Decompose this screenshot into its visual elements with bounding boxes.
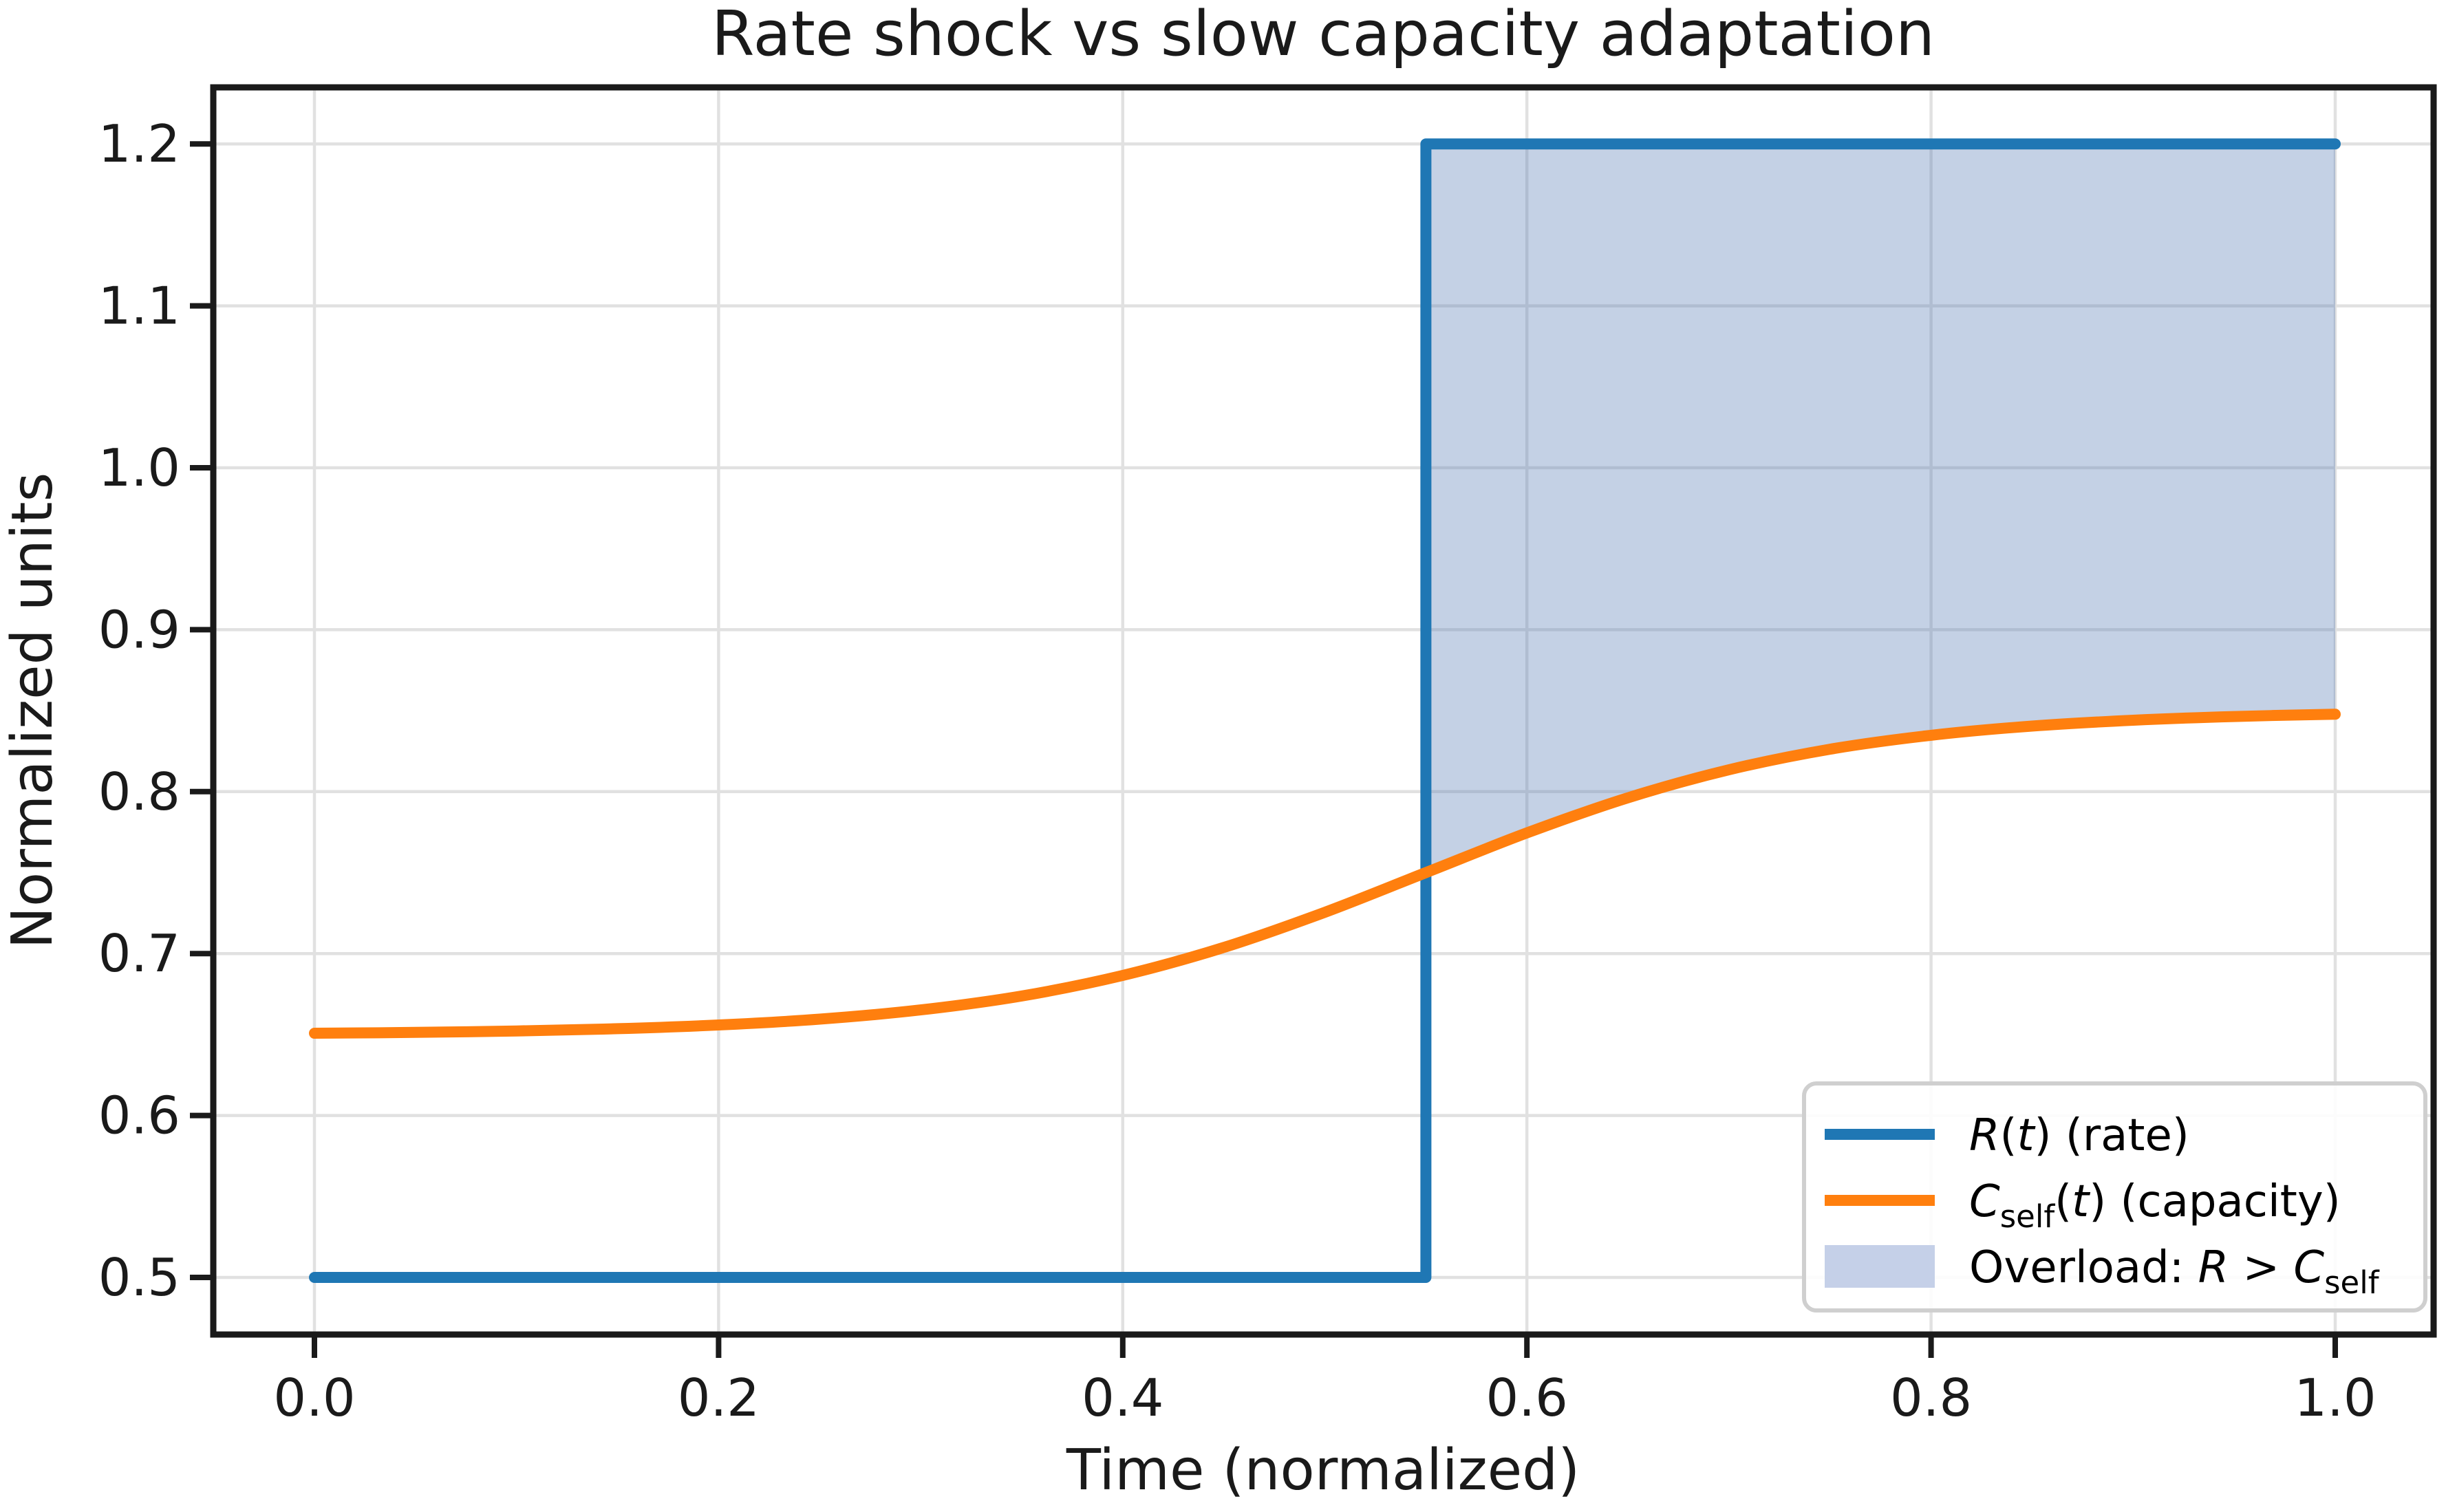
legend-label-overload-part: > — [2229, 1242, 2293, 1293]
legend-label-rate-part: t — [2017, 1110, 2036, 1161]
legend-label-capacity-part: t — [2072, 1176, 2091, 1227]
x-tick-label: 0.2 — [678, 1368, 760, 1428]
y-tick-label: 0.8 — [98, 762, 180, 822]
y-axis-tick-labels: 0.5 0.6 0.7 0.8 0.9 1.0 1.1 1.2 — [98, 114, 180, 1308]
y-axis-ticks — [190, 141, 213, 1280]
legend-label-overload: Overload: R > Cself — [1969, 1242, 2380, 1301]
legend-label-overload-part: R — [2198, 1242, 2229, 1293]
axes-frame — [210, 84, 2437, 1338]
legend-label-rate-part: ( — [1999, 1110, 2017, 1161]
x-axis-label: Time (normalized) — [1066, 1438, 1580, 1503]
x-tick-label: 0.4 — [1082, 1368, 1163, 1428]
legend-label-capacity-part: C — [1969, 1176, 2000, 1227]
legend-label-overload-part: Overload: — [1969, 1242, 2198, 1293]
legend-label-rate-part: R — [1969, 1110, 1999, 1161]
y-tick-label: 1.2 — [98, 114, 180, 174]
x-axis-ticks — [312, 1335, 2338, 1358]
y-tick-label: 0.7 — [98, 923, 180, 984]
x-axis-tick-labels: 0.0 0.2 0.4 0.6 0.8 1.0 — [273, 1368, 2376, 1428]
overload-region — [1426, 144, 2335, 873]
y-tick-label: 0.5 — [98, 1247, 180, 1308]
legend-label-rate-part: ) (rate) — [2035, 1110, 2189, 1161]
x-tick-label: 0.6 — [1486, 1368, 1568, 1428]
legend-label-overload-part: C — [2293, 1242, 2324, 1293]
legend: R(t) (rate) Cself(t) (capacity) Overload… — [1802, 1081, 2427, 1313]
chart-title: Rate shock vs slow capacity adaptation — [711, 0, 1935, 70]
legend-label-capacity-sub: self — [2000, 1198, 2056, 1235]
y-tick-label: 1.1 — [98, 276, 180, 336]
legend-label-overload-sub: self — [2324, 1264, 2380, 1301]
rate-line-series — [309, 138, 2341, 1283]
legend-label-rate: R(t) (rate) — [1969, 1110, 2189, 1161]
x-tick-label: 0.0 — [273, 1368, 355, 1428]
x-tick-label: 1.0 — [2294, 1368, 2376, 1428]
legend-label-capacity-part: ) (capacity) — [2089, 1176, 2340, 1227]
legend-label-capacity: Cself(t) (capacity) — [1969, 1176, 2341, 1235]
legend-box — [1802, 1081, 2427, 1313]
y-tick-label: 0.9 — [98, 599, 180, 660]
gridlines — [213, 87, 2434, 1335]
legend-label-capacity-part: ( — [2054, 1176, 2072, 1227]
capacity-line-series — [309, 709, 2341, 1039]
legend-swatch-overload-patch — [1825, 1245, 1935, 1288]
x-tick-label: 0.8 — [1890, 1368, 1972, 1428]
y-axis-label: Normalized units — [0, 473, 65, 949]
y-tick-label: 0.6 — [98, 1086, 180, 1146]
y-tick-label: 1.0 — [98, 438, 180, 498]
